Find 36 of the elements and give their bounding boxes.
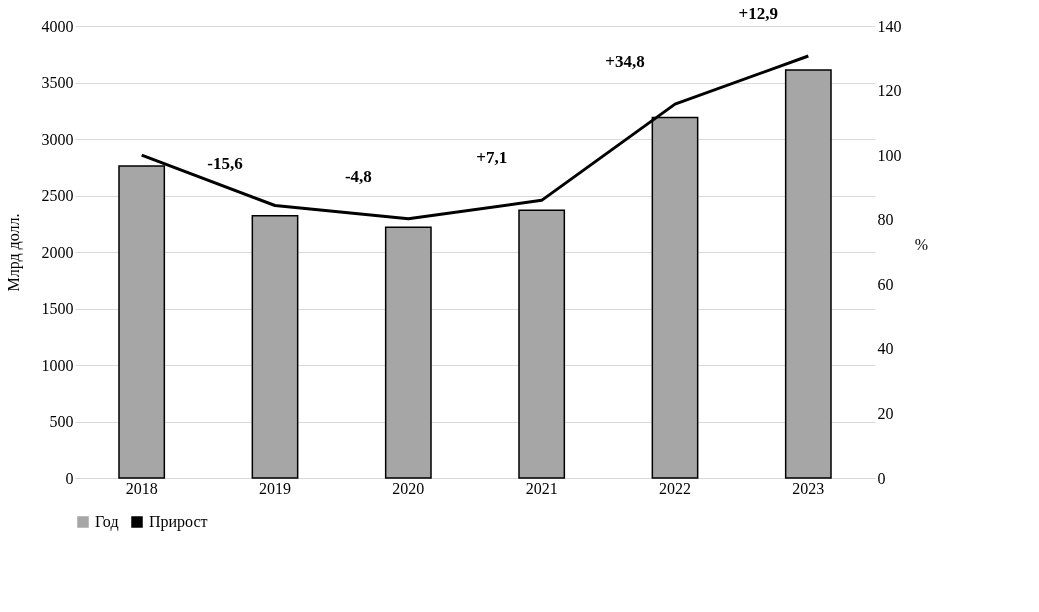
x-tick-label: 2021 [525,479,558,497]
y-tick-label: 3000 [41,130,74,148]
annotation: -15,6 [207,153,243,173]
y-tick-label: 3500 [41,74,74,91]
annotation: +34,8 [605,52,645,72]
y2-tick-label: 120 [877,82,902,100]
y-tick-label: 500 [49,413,74,430]
y-axis-title: Млрд долл. [4,213,23,292]
bar [518,209,566,479]
y-tick-label: 0 [65,469,74,487]
bar [384,226,432,479]
x-tick-label: 2018 [125,479,158,497]
text: +12,9 [738,4,779,24]
y2-tick-label: 100 [877,146,902,164]
y-tick-label: 1500 [41,300,74,317]
y-tick-label: 2000 [41,243,74,261]
y2-tick-label: 60 [877,275,894,293]
y2-axis-title: % [914,235,929,253]
legend-label: Прирост [149,513,208,531]
y-tick-label: 2500 [41,187,74,204]
bar [251,215,299,479]
x-tick-label: 2022 [659,479,691,497]
y2-tick-label: 0 [877,469,886,487]
y2-tick-label: 140 [877,17,902,35]
y-tick-label: 4000 [41,17,74,35]
bar [784,69,832,479]
y2-tick-label: 40 [877,340,894,358]
annotation: +7,1 [476,148,508,168]
x-tick-label: 2020 [392,479,425,497]
y-tick-label: 1000 [41,356,74,374]
x-tick-label: 2023 [792,479,825,497]
x-tick-label: 2019 [259,479,291,497]
legend-label: Год [95,513,119,531]
y2-tick-label: 20 [877,404,894,422]
annotation: -4,8 [344,166,372,186]
y2-tick-label: 80 [877,211,894,229]
